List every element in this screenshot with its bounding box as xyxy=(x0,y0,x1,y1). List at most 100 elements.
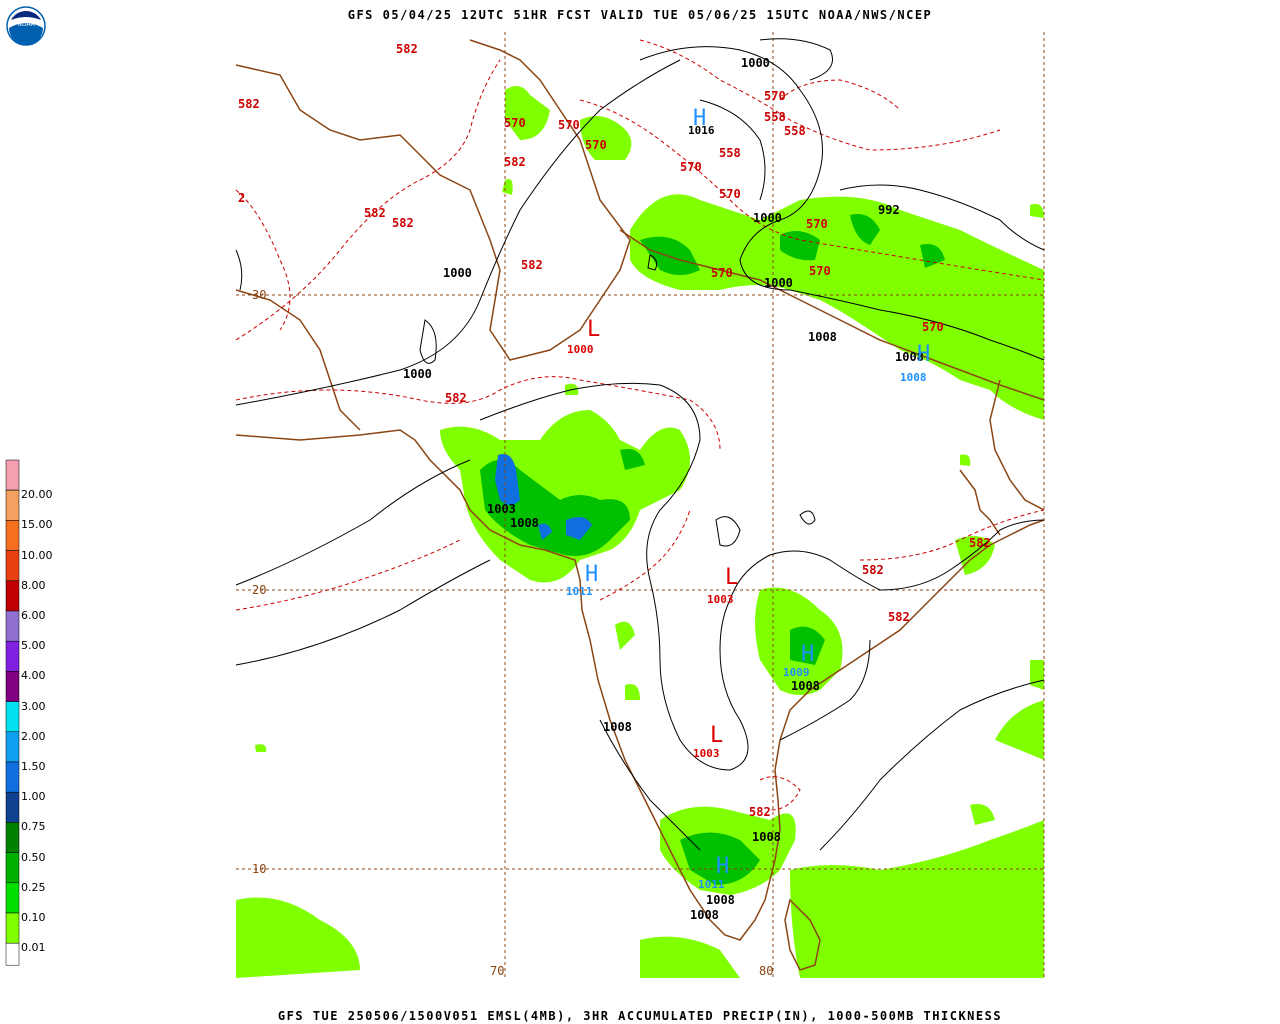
high-center-value: 1008 xyxy=(900,371,927,384)
lat-label: 30 xyxy=(252,288,266,302)
legend-swatch xyxy=(5,550,20,582)
high-center-value: 1011 xyxy=(698,878,725,891)
thickness-label: 2 xyxy=(238,191,245,205)
thickness-label: 570 xyxy=(809,264,831,278)
isobar-label: 1008 xyxy=(752,830,781,844)
thickness-label: 582 xyxy=(749,805,771,819)
coastline-and-borders xyxy=(235,39,1045,971)
legend-label: 4.00 xyxy=(21,669,46,683)
isobar-label: 1008 xyxy=(808,330,837,344)
precip-heavy xyxy=(495,454,592,540)
legend-swatch xyxy=(5,852,20,884)
isobar-label: 1000 xyxy=(764,276,793,290)
legend-swatch xyxy=(5,671,20,702)
isobar-label: 1008 xyxy=(510,516,539,530)
isobar-label: 1003 xyxy=(487,502,516,516)
thickness-label: 582 xyxy=(504,155,526,169)
thickness-label: 570 xyxy=(585,138,607,152)
thickness-label: 558 xyxy=(719,146,741,160)
legend-swatch xyxy=(5,520,20,551)
lat-label: 10 xyxy=(252,862,266,876)
legend-label: 0.01 xyxy=(21,941,46,955)
thickness-contours xyxy=(235,39,1045,811)
legend-swatch xyxy=(5,701,20,733)
isobar-label: 1000 xyxy=(753,211,782,225)
high-center-symbol: H xyxy=(917,342,930,367)
legend-label: 20.00 xyxy=(21,488,53,502)
legend-label: 0.50 xyxy=(21,850,46,864)
chart-subtitle: GFS TUE 250506/1500V051 EMSL(4MB), 3HR A… xyxy=(277,1009,1003,1023)
legend-label: 0.10 xyxy=(21,911,46,924)
high-center-value: 1009 xyxy=(783,666,810,679)
legend-label: 3.00 xyxy=(21,699,46,713)
thickness-label: 570 xyxy=(504,116,526,130)
noaa-logo: NOAA xyxy=(6,6,46,46)
high-center-symbol: H xyxy=(801,642,814,667)
lon-label: 80 xyxy=(759,964,773,978)
high-center-symbol: H xyxy=(693,106,706,131)
legend-label: 8.00 xyxy=(21,578,46,592)
legend-label: 0.25 xyxy=(21,880,46,894)
low-center-symbol: L xyxy=(710,723,723,748)
legend-swatch xyxy=(5,459,20,491)
lon-label: 70 xyxy=(490,964,504,978)
legend-label: 1.00 xyxy=(21,790,46,804)
legend-swatch xyxy=(5,942,20,966)
lat-lon-grid xyxy=(236,32,1045,978)
thickness-label: 582 xyxy=(392,216,414,230)
legend-label: 10.00 xyxy=(21,548,53,562)
low-center-value: 1000 xyxy=(567,343,594,356)
legend-swatch xyxy=(5,731,20,763)
legend-swatch xyxy=(5,610,20,642)
legend-swatch xyxy=(5,791,20,823)
legend-swatch xyxy=(5,822,20,853)
thickness-label: 570 xyxy=(711,266,733,280)
thickness-label: 582 xyxy=(238,97,260,111)
thickness-label: 558 xyxy=(764,110,786,124)
legend-swatch xyxy=(5,489,20,521)
low-center-symbol: L xyxy=(725,565,738,590)
high-center-value: 1011 xyxy=(566,585,593,598)
high-center-value: 1016 xyxy=(688,124,715,137)
isobar-label: 1008 xyxy=(895,350,924,364)
isobar-label: 1000 xyxy=(403,367,432,381)
legend-swatch xyxy=(5,912,20,944)
logo-text: NOAA xyxy=(17,21,35,28)
isobar-label: 1008 xyxy=(603,720,632,734)
isobar-label: 1008 xyxy=(791,679,820,693)
isobar-label: 1008 xyxy=(706,893,735,907)
thickness-label: 570 xyxy=(680,160,702,174)
thickness-label: 582 xyxy=(969,536,991,550)
legend-label: 6.00 xyxy=(21,609,46,622)
low-center-value: 1003 xyxy=(707,593,734,606)
precip-legend-bar xyxy=(5,459,20,966)
legend-label: 1.50 xyxy=(21,760,46,773)
isobar-label: 1000 xyxy=(741,56,770,70)
thickness-label: 570 xyxy=(558,118,580,132)
thickness-label: 570 xyxy=(764,89,786,103)
thickness-label: 570 xyxy=(719,187,741,201)
legend-swatch xyxy=(5,640,20,672)
lat-label: 20 xyxy=(252,583,266,597)
low-center-value: 1003 xyxy=(693,747,720,760)
thickness-label: 570 xyxy=(922,320,944,334)
legend-swatch xyxy=(5,761,20,793)
thickness-label: 582 xyxy=(888,610,910,624)
thickness-label: 582 xyxy=(445,391,467,405)
legend-label: 5.00 xyxy=(21,639,46,653)
isobar-label: 992 xyxy=(878,203,900,217)
legend-label: 15.00 xyxy=(21,518,53,532)
thickness-label: 582 xyxy=(521,258,543,272)
thickness-label: 582 xyxy=(862,563,884,577)
legend-label: 2.00 xyxy=(21,729,46,743)
thickness-label: 570 xyxy=(806,217,828,231)
low-center-symbol: L xyxy=(587,317,600,342)
high-center-symbol: H xyxy=(585,562,598,587)
legend-label: 0.75 xyxy=(21,820,46,834)
thickness-label: 582 xyxy=(396,42,418,56)
legend-swatch xyxy=(5,882,20,914)
chart-title: GFS 05/04/25 12UTC 51HR FCST VALID TUE 0… xyxy=(347,8,933,22)
isobar-contours xyxy=(235,38,1045,851)
thickness-label: 582 xyxy=(364,206,386,220)
